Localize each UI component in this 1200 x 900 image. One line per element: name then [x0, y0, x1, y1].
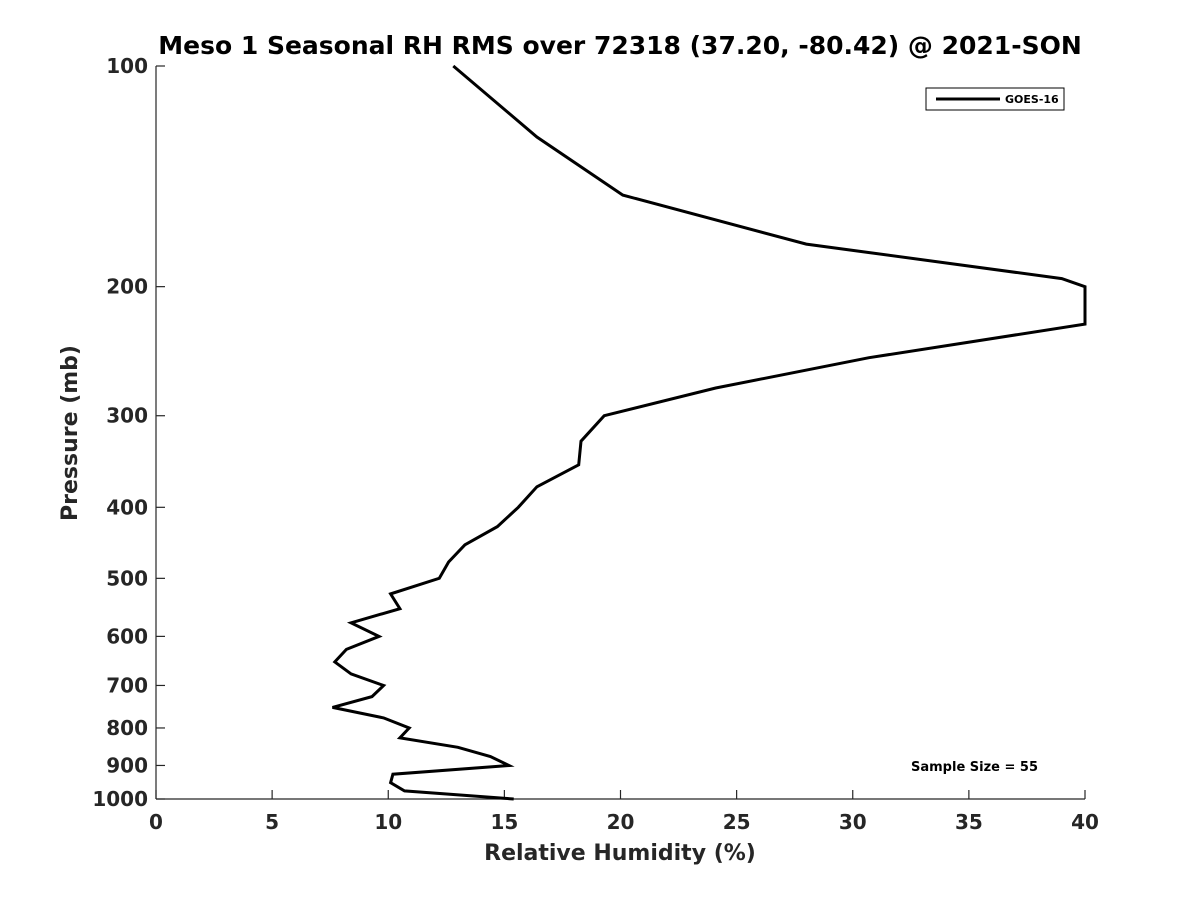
sample-size-annotation: Sample Size = 55: [911, 760, 1038, 775]
y-axis-label: Pressure (mb): [58, 345, 83, 521]
x-tick-label: 5: [265, 810, 279, 834]
series-layer: [332, 64, 1087, 801]
y-tick-label: 100: [106, 54, 148, 78]
legend-label: GOES-16: [1005, 93, 1059, 106]
y-tick-label: 200: [106, 275, 148, 299]
x-tick-label: 30: [839, 810, 867, 834]
y-axis: 100 200 300 400 500 600 700 800 900 1000: [92, 54, 165, 811]
legend: GOES-16: [925, 87, 1065, 111]
y-tick-label: 500: [106, 566, 148, 590]
y-tick-label: 700: [106, 673, 148, 697]
x-tick-label: 25: [723, 810, 751, 834]
y-tick-label: 800: [106, 716, 148, 740]
y-tick-label: 600: [106, 624, 148, 648]
y-tick-label: 1000: [92, 787, 148, 811]
x-tick-label: 35: [955, 810, 983, 834]
x-axis: 0 5 10 15 20 25 30 35 40: [149, 790, 1099, 834]
x-tick-label: 10: [374, 810, 402, 834]
x-tick-label: 20: [607, 810, 635, 834]
x-tick-label: 15: [490, 810, 518, 834]
x-tick-label: 0: [149, 810, 163, 834]
y-tick-label: 900: [106, 753, 148, 777]
series-line-goes-16: [332, 64, 1087, 801]
chart-title: Meso 1 Seasonal RH RMS over 72318 (37.20…: [158, 31, 1082, 60]
x-tick-label: 40: [1071, 810, 1099, 834]
y-tick-label: 400: [106, 495, 148, 519]
x-axis-label: Relative Humidity (%): [484, 841, 756, 866]
y-tick-label: 300: [106, 404, 148, 428]
